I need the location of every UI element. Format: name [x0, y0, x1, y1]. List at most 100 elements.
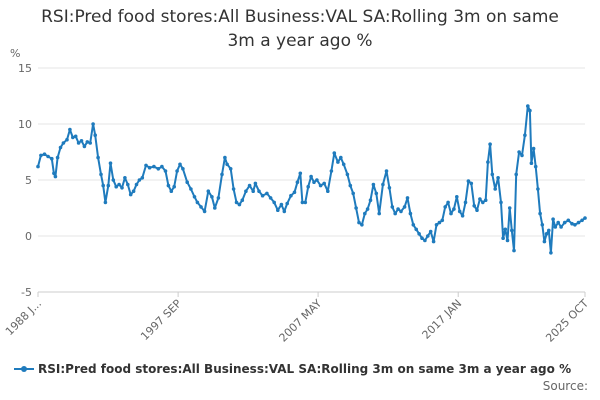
data-point[interactable] [312, 180, 316, 184]
data-point[interactable] [82, 144, 87, 149]
data-point[interactable] [434, 223, 439, 227]
data-point[interactable] [384, 169, 389, 173]
data-point[interactable] [529, 161, 534, 165]
data-point[interactable] [396, 207, 400, 211]
data-point[interactable] [253, 181, 258, 186]
data-point[interactable] [357, 220, 361, 225]
data-point[interactable] [570, 221, 574, 226]
data-point[interactable] [496, 176, 500, 180]
data-point[interactable] [381, 182, 385, 187]
data-point[interactable] [559, 225, 563, 229]
data-point[interactable] [348, 183, 353, 188]
data-point[interactable] [210, 195, 214, 199]
data-point[interactable] [449, 211, 453, 216]
data-point[interactable] [368, 198, 373, 202]
data-point[interactable] [189, 187, 193, 191]
data-point[interactable] [315, 178, 319, 182]
data-point[interactable] [237, 202, 242, 207]
data-point[interactable] [540, 223, 545, 227]
data-point[interactable] [272, 200, 277, 205]
data-point[interactable] [120, 186, 124, 190]
data-point[interactable] [134, 182, 139, 187]
data-point[interactable] [126, 182, 130, 187]
data-point[interactable] [199, 205, 203, 209]
data-point[interactable] [455, 195, 459, 199]
data-point[interactable] [475, 208, 479, 212]
data-point[interactable] [244, 189, 248, 193]
data-point[interactable] [108, 161, 113, 165]
data-point[interactable] [318, 183, 323, 188]
data-point[interactable] [437, 220, 442, 225]
data-point[interactable] [547, 228, 551, 233]
data-point[interactable] [228, 167, 233, 171]
data-point[interactable] [542, 239, 547, 244]
data-point[interactable] [123, 176, 127, 180]
data-point[interactable] [247, 183, 252, 188]
data-point[interactable] [339, 155, 343, 160]
data-point[interactable] [576, 220, 581, 225]
data-point[interactable] [152, 164, 156, 169]
data-point[interactable] [551, 217, 555, 221]
data-point[interactable] [507, 206, 512, 210]
data-point[interactable] [39, 153, 43, 158]
data-point[interactable] [488, 142, 492, 146]
data-point[interactable] [292, 190, 297, 195]
data-point[interactable] [374, 191, 379, 196]
data-point[interactable] [36, 164, 40, 169]
data-point[interactable] [260, 193, 265, 198]
data-point[interactable] [443, 205, 448, 209]
data-point[interactable] [91, 122, 95, 126]
data-point[interactable] [55, 155, 60, 160]
data-point[interactable] [68, 127, 72, 132]
data-point[interactable] [289, 193, 293, 198]
data-point[interactable] [336, 160, 340, 164]
data-point[interactable] [556, 220, 560, 225]
data-point[interactable] [501, 236, 505, 240]
data-point[interactable] [329, 169, 334, 173]
data-point[interactable] [137, 178, 142, 182]
data-point[interactable] [295, 180, 300, 184]
data-point[interactable] [93, 133, 97, 137]
data-point[interactable] [76, 141, 81, 145]
data-point[interactable] [103, 200, 108, 205]
data-point[interactable] [99, 172, 103, 177]
data-point[interactable] [303, 200, 308, 205]
data-point[interactable] [140, 176, 145, 180]
data-point[interactable] [156, 167, 161, 171]
data-point[interactable] [514, 172, 518, 177]
data-point[interactable] [583, 216, 587, 220]
data-point[interactable] [326, 189, 330, 193]
data-point[interactable] [526, 104, 530, 108]
data-point[interactable] [517, 150, 521, 154]
data-point[interactable] [414, 227, 419, 232]
legend[interactable]: RSI:Pred food stores:All Business:VAL SA… [14, 362, 594, 376]
data-point[interactable] [452, 207, 456, 211]
data-point[interactable] [169, 189, 174, 193]
data-point[interactable] [131, 189, 136, 193]
data-point[interactable] [523, 133, 527, 137]
data-point[interactable] [387, 186, 392, 190]
data-point[interactable] [65, 137, 69, 142]
data-point[interactable] [469, 181, 474, 186]
data-point[interactable] [566, 218, 571, 223]
data-point[interactable] [390, 205, 395, 209]
data-point[interactable] [202, 209, 207, 214]
data-point[interactable] [276, 208, 280, 212]
data-point[interactable] [147, 165, 152, 170]
data-point[interactable] [423, 238, 427, 243]
data-point[interactable] [234, 200, 239, 205]
data-point[interactable] [298, 171, 303, 176]
data-point[interactable] [79, 139, 84, 143]
data-point[interactable] [533, 164, 538, 169]
data-point[interactable] [363, 211, 367, 216]
data-point[interactable] [371, 182, 376, 187]
data-point[interactable] [562, 220, 567, 225]
data-point[interactable] [446, 200, 450, 205]
data-point[interactable] [240, 198, 245, 202]
data-point[interactable] [528, 108, 532, 113]
data-point[interactable] [42, 152, 47, 156]
data-point[interactable] [360, 223, 364, 227]
data-point[interactable] [322, 181, 327, 186]
data-point[interactable] [306, 184, 311, 189]
data-point[interactable] [466, 179, 471, 183]
